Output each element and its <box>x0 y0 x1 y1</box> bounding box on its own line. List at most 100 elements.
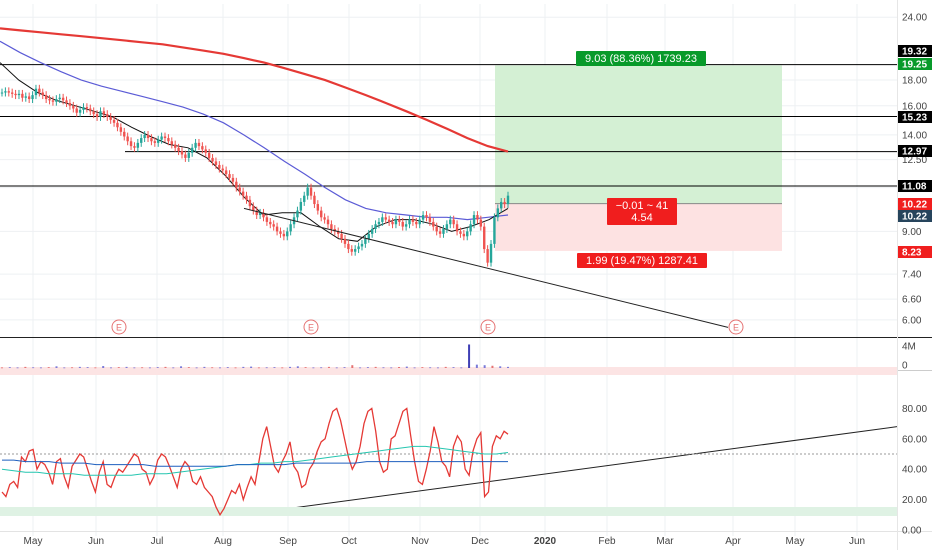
candle-body <box>116 123 118 127</box>
rsi-tick-label: 0.00 <box>902 526 922 537</box>
price-tick-label: 24.00 <box>902 13 927 24</box>
volume-bar <box>157 367 159 368</box>
candle-body <box>466 231 468 236</box>
candle-body <box>300 202 302 211</box>
volume-bar <box>468 344 470 368</box>
candle-body <box>368 234 370 239</box>
volume-bar <box>476 365 478 368</box>
volume-bar <box>102 366 104 368</box>
candle-body <box>456 224 458 231</box>
volume-bar <box>149 367 151 368</box>
candle-body <box>327 220 329 225</box>
candle-body <box>351 249 353 252</box>
volume-bar <box>499 366 501 368</box>
candle-body <box>140 138 142 143</box>
rsi-tick-label: 40.00 <box>902 465 927 476</box>
candle-body <box>79 110 81 113</box>
volume-bar <box>196 367 198 368</box>
volume-bar <box>110 367 112 368</box>
rsi-panel <box>0 408 897 514</box>
candle-body <box>208 153 210 158</box>
candle-body <box>480 220 482 227</box>
price-axis[interactable]: 24.0018.0016.0014.0012.5011.009.007.406.… <box>898 0 932 550</box>
candle-body <box>469 224 471 231</box>
candle-body <box>245 196 247 200</box>
candle-body <box>191 148 193 153</box>
candle-body <box>425 215 427 217</box>
volume-bar <box>118 367 120 368</box>
candle-body <box>62 98 64 101</box>
time-label: May <box>786 536 805 547</box>
candle-body <box>276 227 278 232</box>
entry-label-line1: −0.01 ~ 41 <box>616 200 669 212</box>
candle-body <box>317 204 319 211</box>
candle-body <box>452 220 454 225</box>
candle-body <box>48 99 50 100</box>
candle-body <box>59 98 61 99</box>
candle-body <box>130 141 132 146</box>
candle-body <box>69 103 71 106</box>
candle-body <box>147 135 149 138</box>
candle-body <box>201 146 203 149</box>
candle-body <box>177 148 179 151</box>
volume-bar <box>320 367 322 368</box>
price-tick-label: 7.40 <box>902 270 922 281</box>
trendlines[interactable] <box>242 208 897 514</box>
rsi-tick-label: 60.00 <box>902 434 927 445</box>
candle-body <box>323 217 325 219</box>
candle-body <box>402 222 404 227</box>
volume-bar <box>484 365 486 368</box>
candle-body <box>483 227 485 249</box>
candle-body <box>310 188 312 196</box>
candle-body <box>497 208 499 217</box>
candle-body <box>439 231 441 233</box>
candle-body <box>184 154 186 157</box>
volume-bar <box>40 367 42 368</box>
volume-bar <box>17 367 19 368</box>
volume-bar <box>133 367 135 368</box>
candle-body <box>232 178 234 182</box>
volume-bar <box>63 367 65 368</box>
candle-body <box>174 144 176 147</box>
price-badge-label: 19.25 <box>902 60 927 71</box>
candle-body <box>252 206 254 210</box>
candle-body <box>422 215 424 220</box>
volume-bar <box>32 367 34 368</box>
candle-body <box>378 222 380 224</box>
candle-body <box>25 96 27 97</box>
candle-body <box>181 151 183 154</box>
price-tick-label: 6.60 <box>902 295 922 306</box>
candle-body <box>72 106 74 109</box>
volume-tick-label: 4M <box>902 342 916 353</box>
sma-mid-line <box>0 41 508 219</box>
candle-body <box>320 211 322 218</box>
price-badge-label: 11.08 <box>902 182 927 193</box>
candle-body <box>249 200 251 206</box>
volume-bar <box>266 367 268 368</box>
volume-bar <box>219 367 221 368</box>
candle-body <box>28 96 30 99</box>
time-label: Aug <box>214 536 232 547</box>
candle-body <box>279 231 281 233</box>
candle-body <box>137 143 139 148</box>
candle-body <box>269 222 271 224</box>
volume-bar <box>48 367 50 368</box>
candle-body <box>211 158 213 161</box>
rsi-tick-label: 20.00 <box>902 495 927 506</box>
time-label: Mar <box>656 536 674 547</box>
volume-bar <box>359 367 361 368</box>
volume-bar <box>79 367 81 368</box>
candle-body <box>242 192 244 196</box>
candle-body <box>167 138 169 141</box>
candle-body <box>259 213 261 215</box>
volume-bar <box>336 367 338 368</box>
candle-body <box>150 138 152 141</box>
candle-body <box>225 170 227 174</box>
candle-body <box>459 231 461 233</box>
candle-body <box>96 114 98 117</box>
candle-body <box>76 109 78 113</box>
